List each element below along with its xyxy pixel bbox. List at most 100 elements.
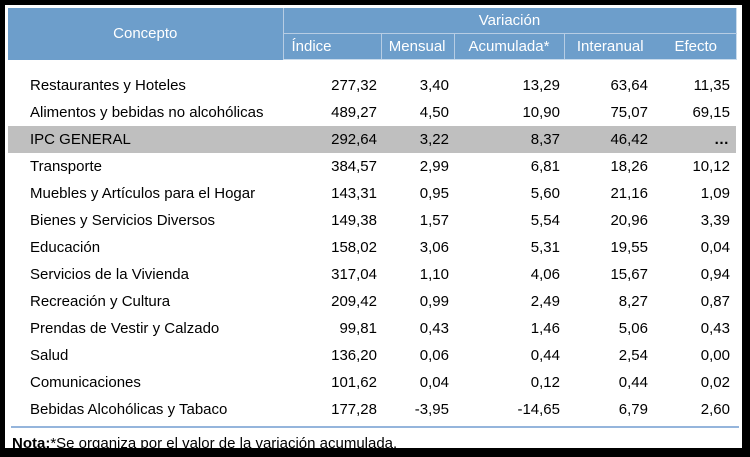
cell-concepto: Educación bbox=[30, 238, 101, 256]
cell-mensual: 3,22 bbox=[381, 125, 454, 153]
cell-efecto: 0,02 bbox=[700, 373, 730, 391]
cell-efecto: 10,12 bbox=[692, 157, 730, 175]
cell-concepto: Transporte bbox=[30, 157, 102, 175]
cell-interanual: 21,16 bbox=[610, 184, 648, 202]
cell-mensual: 1,57 bbox=[419, 211, 449, 229]
cell-efecto: … bbox=[656, 125, 736, 153]
cell-interanual: 20,96 bbox=[610, 211, 648, 229]
cell-mensual: 3,40 bbox=[419, 76, 449, 94]
cell-interanual: 75,07 bbox=[610, 103, 648, 121]
ipc-variation-table: Concepto Variación Índice Mensual Acumul… bbox=[8, 8, 737, 423]
cell-efecto: 11,35 bbox=[693, 76, 730, 94]
table-body: Restaurantes y Hoteles 277,32 3,40 13,29… bbox=[8, 60, 736, 423]
table-row: Restaurantes y Hoteles 277,32 3,40 13,29… bbox=[8, 72, 736, 99]
cell-mensual: 0,95 bbox=[419, 184, 449, 202]
footnote-text: *Se organiza por el valor de la variació… bbox=[50, 434, 398, 452]
cell-concepto: Alimentos y bebidas no alcohólicas bbox=[30, 103, 264, 121]
cell-mensual: 0,43 bbox=[419, 319, 449, 337]
cell-efecto: 0,04 bbox=[700, 238, 730, 256]
table-row: Educación 158,02 3,06 5,31 19,55 0,04 bbox=[8, 234, 736, 261]
cell-acumulada: 5,54 bbox=[530, 211, 560, 229]
footnote: Nota:*Se organiza por el valor de la var… bbox=[12, 434, 742, 452]
cell-mensual: 0,06 bbox=[419, 346, 449, 364]
bottom-rule bbox=[11, 425, 739, 428]
table-row: Muebles y Artículos para el Hogar 143,31… bbox=[8, 180, 736, 207]
table-row: Prendas de Vestir y Calzado 99,81 0,43 1… bbox=[8, 315, 736, 342]
table-row: Bienes y Servicios Diversos 149,38 1,57 … bbox=[8, 207, 736, 234]
table-row: Comunicaciones 101,62 0,04 0,12 0,44 0,0… bbox=[8, 369, 736, 396]
cell-indice: 489,27 bbox=[331, 103, 377, 121]
cell-acumulada: 5,60 bbox=[530, 184, 560, 202]
cell-concepto: Salud bbox=[30, 346, 69, 364]
cell-efecto: 69,15 bbox=[692, 103, 730, 121]
cell-interanual: 63,64 bbox=[610, 76, 648, 94]
cell-indice: 277,32 bbox=[331, 76, 377, 94]
table-sheet: Concepto Variación Índice Mensual Acumul… bbox=[5, 5, 742, 448]
table-header: Concepto Variación Índice Mensual Acumul… bbox=[8, 8, 737, 60]
cell-concepto: Bienes y Servicios Diversos bbox=[30, 211, 216, 229]
cell-interanual: 2,54 bbox=[618, 346, 648, 364]
table-row: Bebidas Alcohólicas y Tabaco 177,28 -3,9… bbox=[8, 396, 736, 423]
cell-interanual: 46,42 bbox=[564, 125, 656, 153]
cell-interanual: 19,55 bbox=[610, 238, 648, 256]
cell-indice: 136,20 bbox=[331, 346, 377, 364]
cell-indice: 177,28 bbox=[331, 400, 377, 418]
cell-concepto: Restaurantes y Hoteles bbox=[30, 76, 186, 94]
cell-acumulada: 2,49 bbox=[530, 292, 560, 310]
cell-interanual: 0,44 bbox=[618, 373, 648, 391]
cell-interanual: 8,27 bbox=[618, 292, 648, 310]
cell-acumulada: 0,12 bbox=[530, 373, 560, 391]
cell-indice: 149,38 bbox=[331, 211, 377, 229]
table-row: Alimentos y bebidas no alcohólicas 489,2… bbox=[8, 99, 736, 126]
column-header-interanual: Interanual bbox=[563, 33, 656, 60]
cell-concepto: Comunicaciones bbox=[30, 373, 141, 391]
column-header-mensual: Mensual bbox=[380, 33, 454, 60]
cell-mensual: 4,50 bbox=[419, 103, 449, 121]
cell-efecto: 0,43 bbox=[700, 319, 730, 337]
cell-concepto: IPC GENERAL bbox=[8, 125, 283, 153]
cell-acumulada: 1,46 bbox=[530, 319, 560, 337]
table-row: Recreación y Cultura 209,42 0,99 2,49 8,… bbox=[8, 288, 736, 315]
cell-efecto: 0,87 bbox=[700, 292, 730, 310]
footnote-label: Nota: bbox=[12, 434, 51, 452]
cell-concepto: Bebidas Alcohólicas y Tabaco bbox=[30, 400, 228, 418]
cell-indice: 158,02 bbox=[331, 238, 377, 256]
column-header-acumulada: Acumulada* bbox=[453, 33, 564, 60]
cell-concepto: Servicios de la Vivienda bbox=[30, 265, 189, 283]
cell-concepto: Prendas de Vestir y Calzado bbox=[30, 319, 220, 337]
spacer-row bbox=[8, 60, 736, 72]
cell-acumulada: 5,31 bbox=[530, 238, 560, 256]
cell-efecto: 0,94 bbox=[700, 265, 730, 283]
cell-mensual: 2,99 bbox=[419, 157, 449, 175]
cell-mensual: 0,99 bbox=[419, 292, 449, 310]
cell-interanual: 15,67 bbox=[610, 265, 648, 283]
cell-indice: 317,04 bbox=[331, 265, 377, 283]
cell-interanual: 5,06 bbox=[618, 319, 648, 337]
cell-concepto: Recreación y Cultura bbox=[30, 292, 171, 310]
column-header-concepto: Concepto bbox=[8, 8, 283, 60]
table-row: IPC GENERAL 292,64 3,22 8,37 46,42 … bbox=[8, 125, 736, 153]
cell-acumulada: -14,65 bbox=[517, 400, 560, 418]
table-row: Transporte 384,57 2,99 6,81 18,26 10,12 bbox=[8, 153, 736, 180]
cell-interanual: 6,79 bbox=[618, 400, 648, 418]
cell-mensual: 0,04 bbox=[419, 373, 449, 391]
column-header-indice: Índice bbox=[282, 33, 381, 60]
cell-mensual: 1,10 bbox=[419, 265, 449, 283]
cell-mensual: -3,95 bbox=[414, 400, 449, 418]
table-row: Servicios de la Vivienda 317,04 1,10 4,0… bbox=[8, 261, 736, 288]
cell-acumulada: 0,44 bbox=[530, 346, 560, 364]
cell-indice: 209,42 bbox=[331, 292, 377, 310]
cell-indice: 101,62 bbox=[331, 373, 377, 391]
cell-concepto: Muebles y Artículos para el Hogar bbox=[30, 184, 256, 202]
cell-indice: 99,81 bbox=[339, 319, 377, 337]
cell-interanual: 18,26 bbox=[610, 157, 648, 175]
cell-acumulada: 10,90 bbox=[522, 103, 560, 121]
cell-acumulada: 4,06 bbox=[530, 265, 560, 283]
cell-acumulada: 6,81 bbox=[530, 157, 560, 175]
table-row: Salud 136,20 0,06 0,44 2,54 0,00 bbox=[8, 342, 736, 369]
column-group-variacion: Variación bbox=[282, 8, 737, 34]
cell-efecto: 1,09 bbox=[700, 184, 730, 202]
cell-efecto: 3,39 bbox=[700, 211, 730, 229]
cell-indice: 143,31 bbox=[331, 184, 377, 202]
